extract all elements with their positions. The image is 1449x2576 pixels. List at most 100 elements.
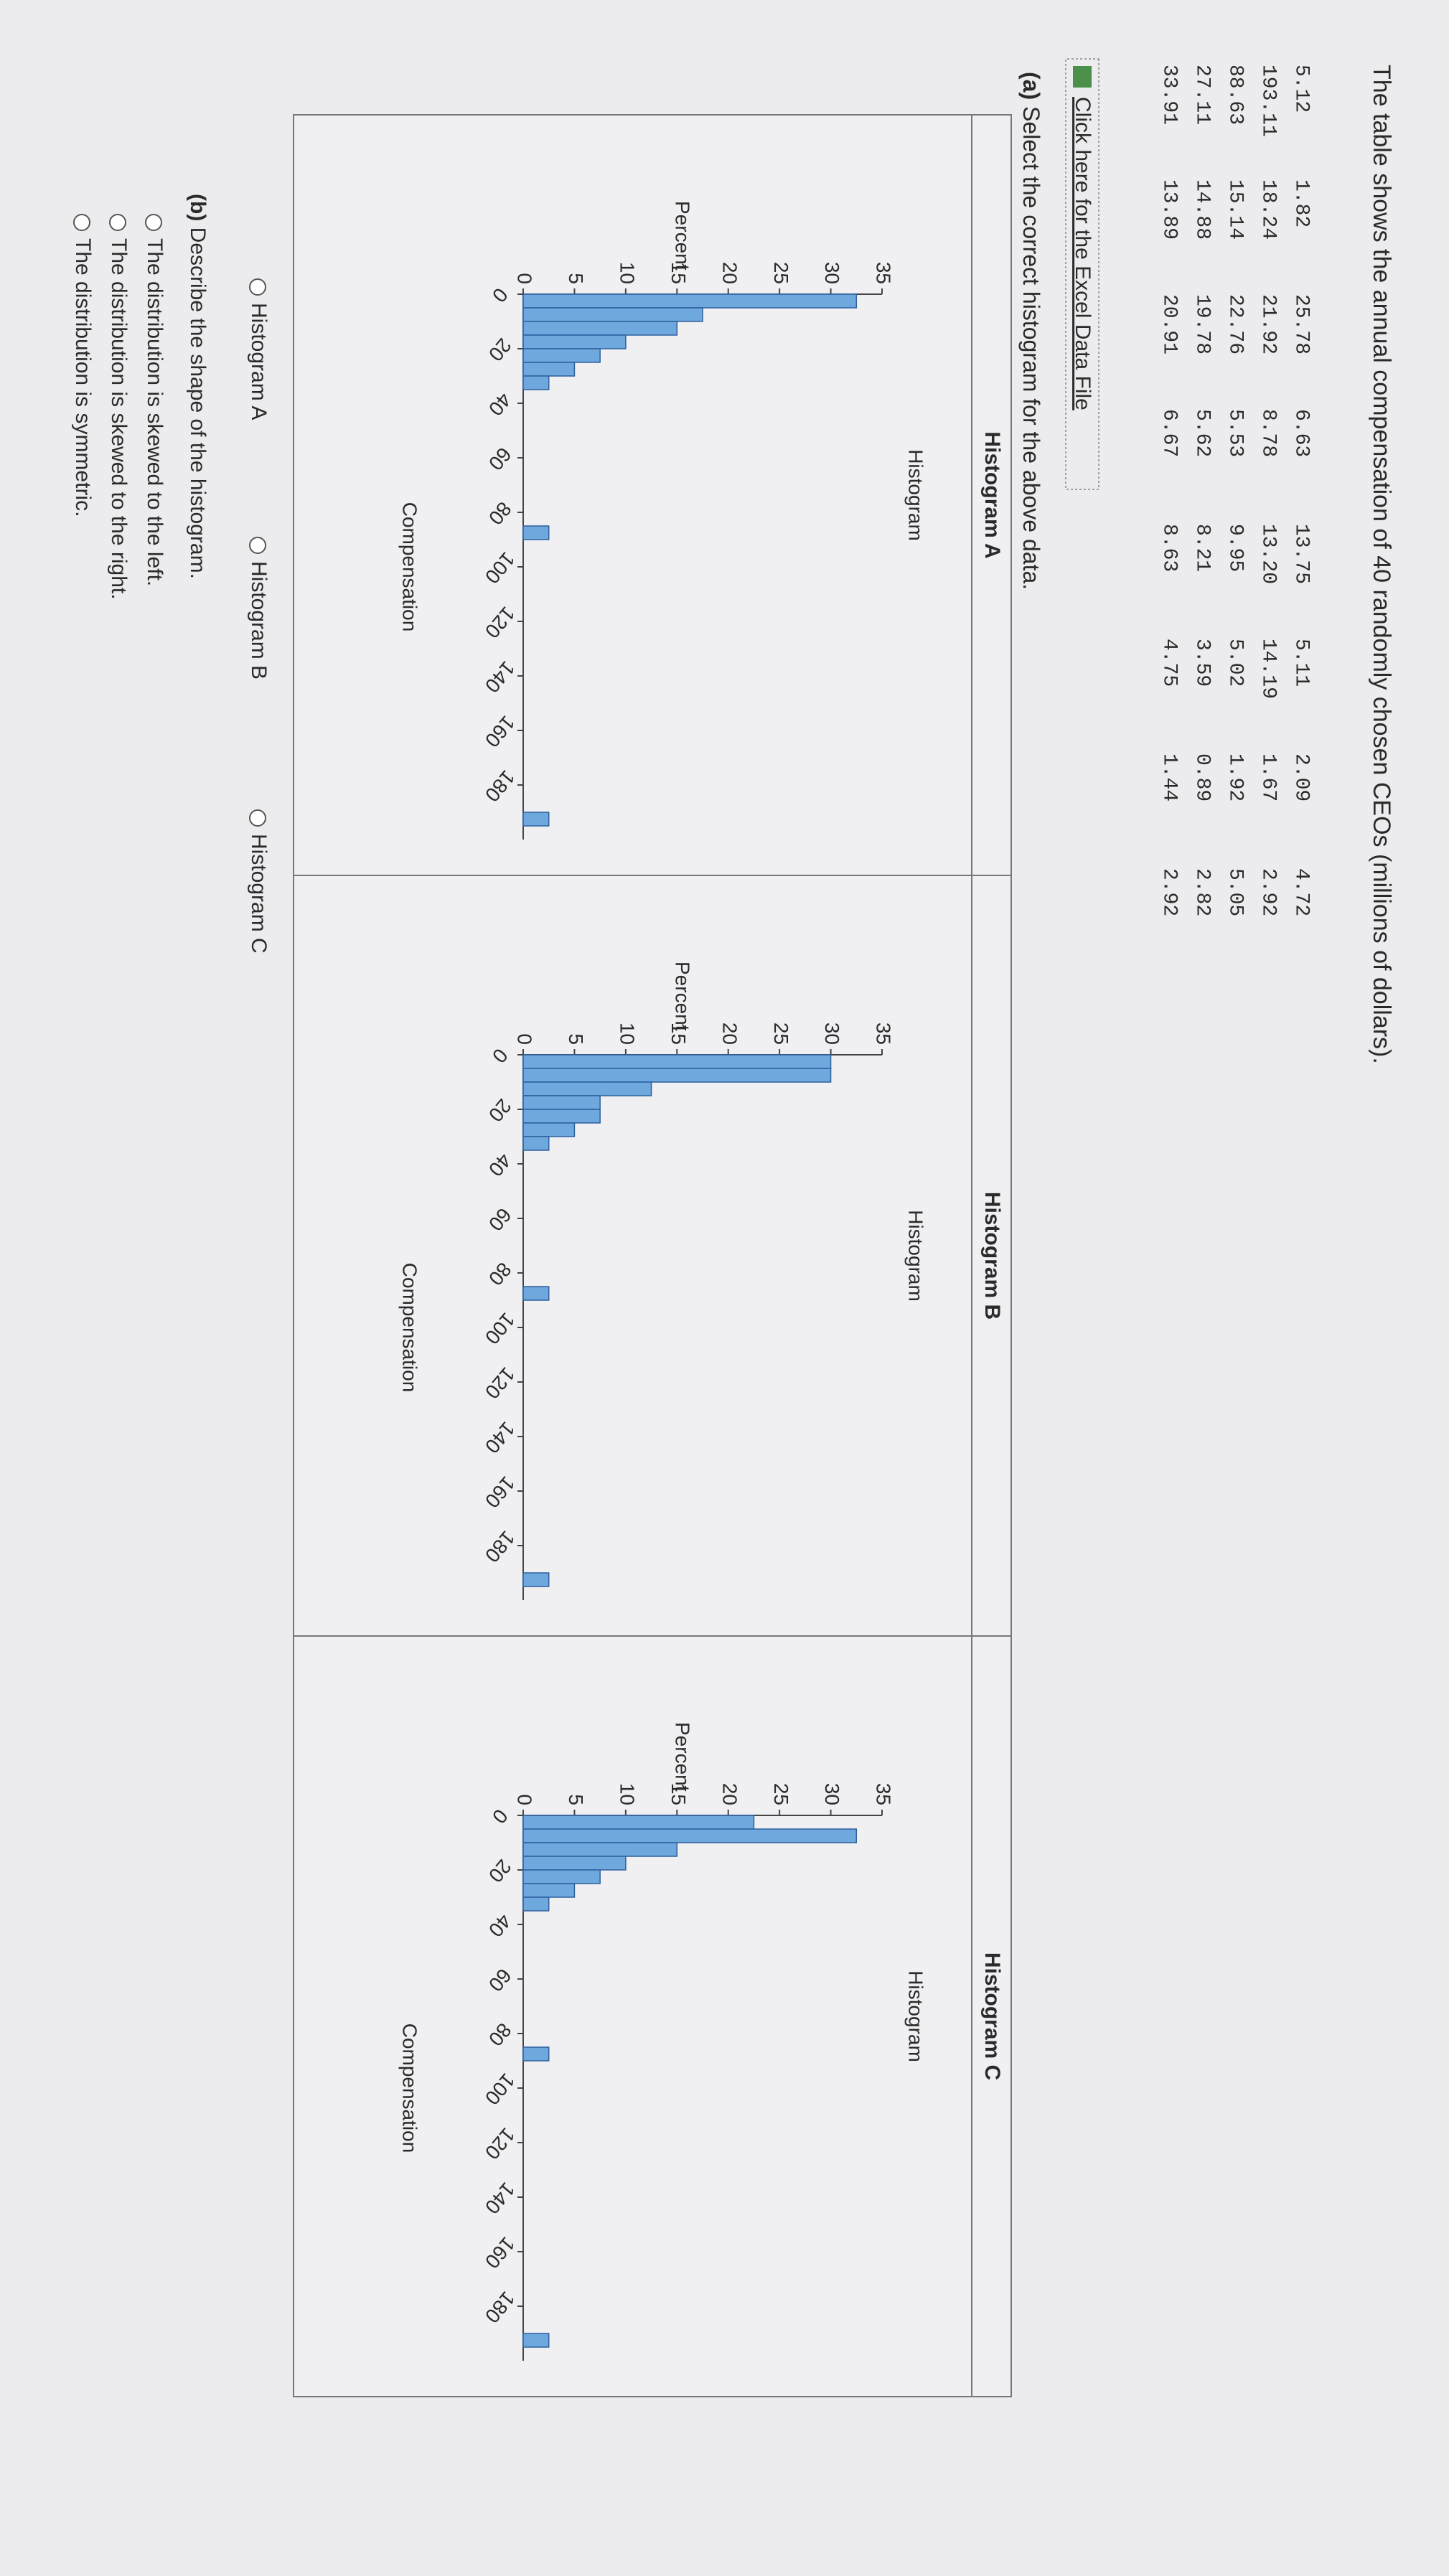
bar xyxy=(522,1068,832,1083)
y-tick-label: 30 xyxy=(821,1023,843,1045)
y-tick-label: 5 xyxy=(565,273,587,284)
table-cell: 1.67 xyxy=(1257,753,1280,802)
x-axis-label: Compensation xyxy=(399,2023,421,2153)
table-cell: 2.92 xyxy=(1257,868,1280,916)
y-tick-label: 0 xyxy=(514,1033,536,1045)
option-label[interactable]: The distribution is skewed to the left. xyxy=(143,238,167,586)
table-cell: 4.72 xyxy=(1290,868,1313,916)
question-text: The table shows the annual compensation … xyxy=(1368,65,1395,1064)
y-tick-label: 35 xyxy=(873,262,895,284)
chart-title: Histogram xyxy=(905,1210,927,1302)
x-axis-label: Compensation xyxy=(399,1263,421,1393)
table-cell: 6.63 xyxy=(1290,409,1313,457)
y-tick-label: 5 xyxy=(565,1794,587,1805)
table-cell: 88.63 xyxy=(1224,65,1247,125)
bar xyxy=(522,362,576,377)
y-tick-label: 15 xyxy=(667,262,690,284)
radio[interactable] xyxy=(109,214,126,231)
radio[interactable] xyxy=(249,809,266,827)
table-cell: 5.11 xyxy=(1290,639,1313,687)
part-text: Select the correct histogram for the abo… xyxy=(1018,106,1044,590)
y-tick-label: 35 xyxy=(873,1783,895,1805)
table-cell: 5.05 xyxy=(1224,868,1247,916)
bar xyxy=(522,2333,550,2348)
bar xyxy=(522,812,550,827)
data-link[interactable]: Click here for the Excel Data File xyxy=(1071,97,1094,410)
table-cell: 0.89 xyxy=(1191,753,1214,802)
part-a: (a) Select the correct histogram for the… xyxy=(1018,72,1044,590)
option-label[interactable]: Histogram C xyxy=(247,834,271,954)
y-axis-label: Percent xyxy=(672,1722,694,1792)
bar xyxy=(522,1842,678,1857)
table-cell: 25.78 xyxy=(1290,294,1313,354)
part-label: (a) xyxy=(1018,72,1044,100)
table-cell: 33.91 xyxy=(1158,65,1181,125)
panel-header: Histogram B xyxy=(980,1192,1004,1320)
radio[interactable] xyxy=(249,537,266,554)
y-tick-label: 30 xyxy=(821,262,843,284)
option-label[interactable]: The distribution is skewed to the right. xyxy=(107,238,131,600)
y-tick-label: 30 xyxy=(821,1783,843,1805)
bar xyxy=(522,1095,601,1110)
table-cell: 18.24 xyxy=(1257,179,1280,240)
table-cell: 5.53 xyxy=(1224,409,1247,457)
bar xyxy=(522,348,601,363)
y-tick-label: 35 xyxy=(873,1023,895,1045)
part-label: (b) xyxy=(186,194,210,221)
option-label[interactable]: The distribution is symmetric. xyxy=(71,238,95,517)
table-cell: 6.67 xyxy=(1158,409,1181,457)
y-tick-label: 0 xyxy=(514,273,536,284)
table-cell: 8.63 xyxy=(1158,524,1181,572)
table-cell: 19.78 xyxy=(1191,294,1214,354)
table-cell: 13.20 xyxy=(1257,524,1280,584)
table-cell: 5.02 xyxy=(1224,639,1247,687)
table-cell: 13.75 xyxy=(1290,524,1313,584)
y-tick-label: 10 xyxy=(616,1783,638,1805)
panel-header: Histogram C xyxy=(980,1952,1004,2080)
radio[interactable] xyxy=(145,214,162,231)
y-axis-label: Percent xyxy=(672,962,694,1031)
y-tick-label: 15 xyxy=(667,1783,690,1805)
bar xyxy=(522,1869,601,1884)
table-cell: 13.89 xyxy=(1158,179,1181,240)
y-tick-label: 20 xyxy=(718,1783,741,1805)
panel-header: Histogram A xyxy=(980,431,1004,558)
y-tick-label: 25 xyxy=(770,1023,792,1045)
table-cell: 8.78 xyxy=(1257,409,1280,457)
table-cell: 1.92 xyxy=(1224,753,1247,802)
table-cell: 14.88 xyxy=(1191,179,1214,240)
bar xyxy=(522,293,858,309)
y-tick-label: 25 xyxy=(770,262,792,284)
table-cell: 15.14 xyxy=(1224,179,1247,240)
bar xyxy=(522,375,550,390)
y-tick-label: 10 xyxy=(616,1023,638,1045)
bar xyxy=(522,1109,601,1124)
table-cell: 193.11 xyxy=(1257,65,1280,137)
chart-title: Histogram xyxy=(905,1970,927,2062)
y-tick-label: 10 xyxy=(616,262,638,284)
excel-icon xyxy=(1073,66,1092,88)
bar xyxy=(522,1828,858,1843)
radio[interactable] xyxy=(249,278,266,296)
panel xyxy=(293,1635,1012,2397)
table-cell: 3.59 xyxy=(1191,639,1214,687)
table-cell: 4.75 xyxy=(1158,639,1181,687)
bar xyxy=(522,1081,652,1096)
x-axis-label: Compensation xyxy=(399,502,421,632)
panel xyxy=(293,875,1012,1637)
bar xyxy=(522,525,550,540)
y-tick-label: 5 xyxy=(565,1033,587,1045)
part-b: (b) Describe the shape of the histogram. xyxy=(186,194,210,579)
table-cell: 9.95 xyxy=(1224,524,1247,572)
table-cell: 1.44 xyxy=(1158,753,1181,802)
radio[interactable] xyxy=(73,214,90,231)
bar xyxy=(522,1815,755,1830)
bar xyxy=(522,1122,576,1137)
option-label[interactable]: Histogram A xyxy=(247,303,271,420)
table-cell: 14.19 xyxy=(1257,639,1280,699)
bar xyxy=(522,1856,627,1871)
option-label[interactable]: Histogram B xyxy=(247,561,271,680)
table-cell: 1.82 xyxy=(1290,179,1313,227)
